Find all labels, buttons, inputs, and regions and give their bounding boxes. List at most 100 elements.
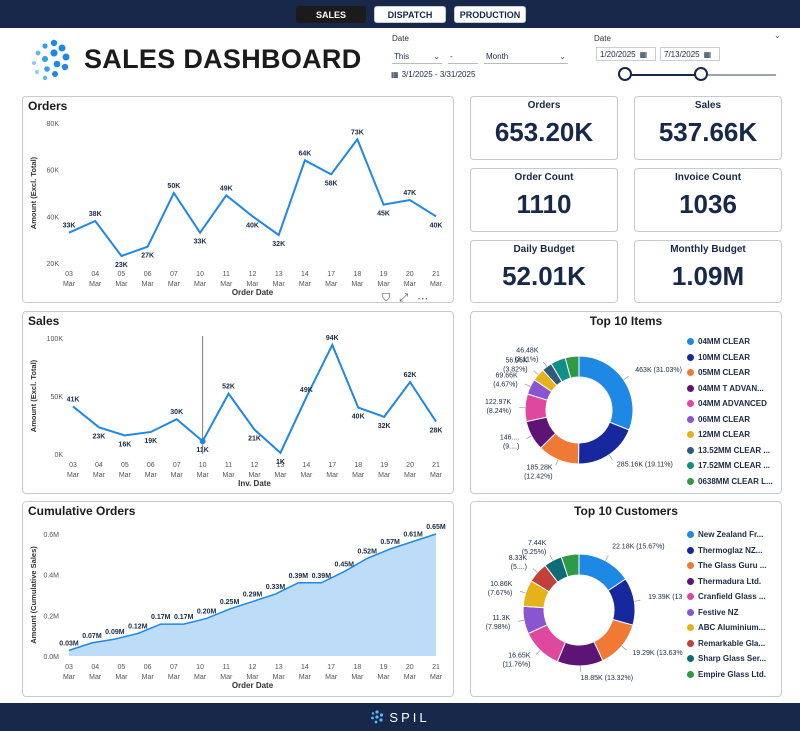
donut-data-label: 56.96K (3.82%) [503, 357, 528, 373]
legend-item[interactable]: 04MM T ADVAN... [687, 381, 773, 397]
legend-item[interactable]: Festive NZ [687, 605, 766, 621]
x-tick-label: 19 [380, 664, 388, 671]
sales-line-chart[interactable]: 0K 50K 100K Amount (Excl. Total) 03 Mar 04 Mar 0… [23, 312, 453, 493]
legend-item[interactable]: The Glass Guru ... [687, 558, 766, 574]
kpi-card-sales[interactable]: Sales 537.66K [634, 96, 782, 160]
donut-slice[interactable] [564, 355, 580, 379]
filter-icon[interactable]: ⛉ [382, 292, 391, 304]
count-input[interactable]: - [448, 50, 478, 64]
kpi-card-invoice-count[interactable]: Invoice Count 1036 [634, 168, 782, 232]
legend-item[interactable]: ABC Aluminium... [687, 620, 766, 636]
x-axis-label: Order Date [232, 288, 274, 297]
donut-data-label: 16.65K (11.76%) [503, 652, 531, 668]
start-date-input[interactable]: 1/20/2025 ▦ [596, 47, 656, 61]
kpi-card-daily-budget[interactable]: Daily Budget 52.01K [470, 240, 618, 303]
legend-item[interactable]: Thermoglaz NZ... [687, 543, 766, 559]
end-date-input[interactable]: 7/13/2025 ▦ [660, 47, 720, 61]
donut-data-label: 69.66K (4.67%) [493, 373, 518, 389]
kpi-card-monthly-budget[interactable]: Monthly Budget 1.09M [634, 240, 782, 303]
donut-slice[interactable] [578, 355, 634, 431]
legend-item[interactable]: 05MM CLEAR [687, 365, 773, 381]
x-tick-label: 07 [170, 664, 178, 671]
data-label: 0.12M [128, 623, 148, 630]
legend-item[interactable]: 0638MM CLEAR L... [687, 474, 773, 490]
legend-item[interactable]: Empire Glass Ltd. [687, 667, 766, 683]
tab-production[interactable]: PRODUCTION [454, 6, 526, 23]
top-customers-panel[interactable]: Top 10 Customers 22.18K (15.67%) 19.39K (… [470, 501, 782, 697]
kpi-card-orders[interactable]: Orders 653.20K [470, 96, 618, 160]
date-slider-end-handle[interactable] [694, 67, 708, 81]
start-date-text: 1/20/2025 [600, 49, 636, 59]
tab-dispatch[interactable]: DISPATCH [374, 6, 446, 23]
legend-item[interactable]: 17.52MM CLEAR ... [687, 458, 773, 474]
x-tick-sublabel: Mar [119, 472, 132, 479]
cumulative-chart-panel[interactable]: Cumulative Orders 0.0M 0.2M 0.4M 0.6M Amount… [22, 501, 454, 697]
x-tick-sublabel: Mar [299, 674, 312, 681]
data-label: 28K [430, 428, 443, 435]
period-dropdown[interactable]: This ⌄ [392, 50, 442, 64]
unit-dropdown[interactable]: Month ⌄ [484, 50, 568, 64]
legend-swatch [687, 369, 694, 377]
top-items-donut-chart[interactable]: 463K (31.03%) 285.16K (19.11%) 185.28K (12.… [471, 312, 683, 493]
donut-slice[interactable] [560, 553, 580, 578]
kpi-monthly-budget-label: Monthly Budget [670, 244, 746, 255]
legend-item[interactable]: Thermadura Ltd. [687, 574, 766, 590]
more-options-icon[interactable]: ⋯ [417, 293, 429, 305]
calendar-icon: ▦ [391, 70, 399, 79]
data-label: 0.03M [59, 640, 79, 647]
date-slider-start-handle[interactable] [618, 67, 632, 81]
legend-item[interactable]: New Zealand Fr... [687, 527, 766, 543]
legend-swatch [687, 577, 694, 585]
legend-item[interactable]: 12MM CLEAR [687, 427, 773, 443]
tab-sales[interactable]: SALES [296, 6, 366, 23]
data-label: 41K [67, 396, 80, 403]
range-slicer-label: Date [594, 34, 611, 43]
orders-line-chart[interactable]: 20K 40K 60K 80K Amount (Excl. Total) 03 Mar 04 M… [23, 97, 453, 302]
x-tick-sublabel: Mar [246, 281, 259, 288]
data-label: 23K [115, 262, 128, 269]
legend-item[interactable]: Remarkable Gla... [687, 636, 766, 652]
kpi-orders-label: Orders [527, 100, 561, 111]
data-label: 1K [276, 459, 285, 466]
legend-item[interactable]: 04MM CLEAR [687, 334, 773, 350]
orders-chart-panel[interactable]: Orders 20K 40K 60K 80K Amount (Excl. Total) 0… [22, 96, 454, 303]
donut-slice[interactable] [578, 421, 630, 465]
legend-item[interactable]: 10MM CLEAR [687, 350, 773, 366]
leader-line [535, 650, 541, 655]
hover-point[interactable] [199, 438, 206, 445]
x-tick-label: 13 [277, 462, 285, 469]
x-tick-label: 05 [121, 462, 129, 469]
x-tick-label: 12 [249, 271, 257, 278]
legend-swatch [687, 562, 694, 570]
kpi-card-order-count[interactable]: Order Count 1110 [470, 168, 618, 232]
top-items-panel[interactable]: Top 10 Items 463K (31.03%) 285.16K (19.11… [470, 311, 782, 494]
x-tick-sublabel: Mar [168, 674, 181, 681]
dashboard-header: SALES DASHBOARD [22, 32, 782, 92]
legend-label: 05MM CLEAR [698, 368, 751, 378]
legend-item[interactable]: 04MM ADVANCED [687, 396, 773, 412]
x-tick-sublabel: Mar [430, 281, 443, 288]
legend-item[interactable]: 13.52MM CLEAR ... [687, 443, 773, 459]
footer-logo-icon [371, 710, 384, 724]
legend-swatch [687, 608, 694, 616]
legend-item[interactable]: Cranfield Glass ... [687, 589, 766, 605]
cumulative-area-chart[interactable]: 0.0M 0.2M 0.4M 0.6M Amount (Cumulative Sales… [23, 502, 453, 696]
x-tick-label: 17 [328, 462, 336, 469]
sales-chart-panel[interactable]: Sales 0K 50K 100K Amount (Excl. Total) 03 Mar… [22, 311, 454, 494]
legend-label: New Zealand Fr... [698, 530, 764, 540]
focus-mode-icon[interactable]: ⤢ [399, 292, 409, 304]
legend-item[interactable]: Sharp Glass Ser... [687, 651, 766, 667]
top-customers-donut-chart[interactable]: 22.18K (15.67%) 19.39K (13.7%) 19.29K (13.… [471, 502, 683, 696]
x-tick-sublabel: Mar [194, 674, 207, 681]
x-tick-sublabel: Mar [351, 281, 364, 288]
data-label: 0.45M [335, 562, 355, 569]
data-label: 19K [144, 438, 157, 445]
data-label: 52K [222, 384, 235, 391]
kpi-sales-value: 537.66K [658, 117, 758, 147]
chevron-down-icon[interactable]: ⌄ [774, 31, 781, 40]
legend-item[interactable]: 06MM CLEAR [687, 412, 773, 428]
leader-line [532, 568, 538, 573]
legend-swatch [687, 384, 694, 392]
data-label: 40K [430, 222, 443, 229]
data-label: 40K [246, 222, 259, 229]
